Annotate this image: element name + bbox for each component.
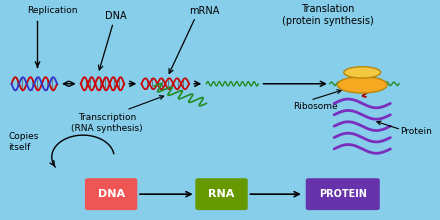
Text: RNA: RNA <box>208 189 235 199</box>
Text: PROTEIN: PROTEIN <box>319 189 367 199</box>
Text: DNA: DNA <box>105 11 126 20</box>
Text: Copies
itself: Copies itself <box>8 132 39 152</box>
Text: Replication: Replication <box>27 6 77 15</box>
Text: Transcription
(RNA synthesis): Transcription (RNA synthesis) <box>71 113 143 133</box>
Ellipse shape <box>337 77 387 93</box>
FancyBboxPatch shape <box>195 178 248 210</box>
FancyBboxPatch shape <box>306 178 380 210</box>
FancyBboxPatch shape <box>85 178 137 210</box>
Text: Protein: Protein <box>400 127 432 136</box>
Ellipse shape <box>344 67 381 78</box>
Text: mRNA: mRNA <box>189 6 220 16</box>
Text: Translation
(protein synthesis): Translation (protein synthesis) <box>282 4 374 26</box>
Text: Ribosome: Ribosome <box>293 102 337 111</box>
Text: DNA: DNA <box>98 189 125 199</box>
